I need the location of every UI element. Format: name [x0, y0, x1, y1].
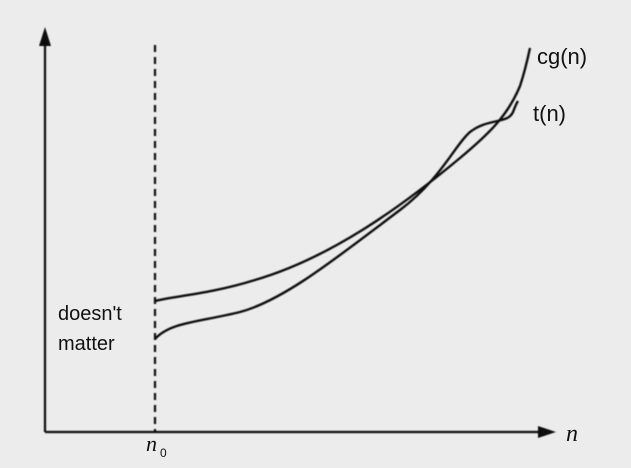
threshold-label: n — [146, 431, 157, 456]
region-note-line1: doesn't — [58, 303, 122, 325]
region-note-line2: matter — [58, 333, 115, 355]
y-axis-arrowhead — [39, 27, 51, 46]
x-axis-label: n — [566, 421, 578, 447]
upper-curve — [154, 47, 532, 303]
threshold-subscript: 0 — [160, 446, 167, 460]
x-axis-arrowhead — [538, 426, 556, 438]
lower-curve-label: t(n) — [533, 101, 566, 126]
upper-curve-label: cg(n) — [537, 44, 587, 69]
lower-curve — [154, 100, 520, 340]
